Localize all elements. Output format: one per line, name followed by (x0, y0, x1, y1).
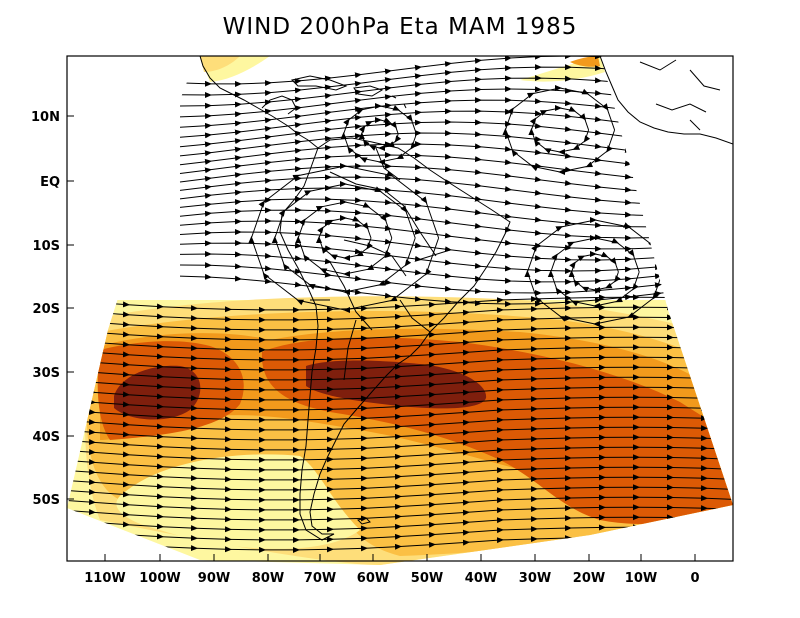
streamline (502, 85, 616, 175)
map-title: WIND 200hPa Eta MAM 1985 (222, 14, 578, 40)
lon-label: 70W (304, 571, 336, 586)
lon-label: 60W (357, 571, 389, 586)
latitude-axis: 10N EQ 10S 20S 30S 40S 50S (31, 110, 74, 508)
streamline (568, 251, 621, 293)
lon-label: 40W (465, 571, 497, 586)
streamline (179, 151, 721, 185)
streamline (179, 141, 721, 173)
lon-label: 110W (84, 571, 125, 586)
streamline (340, 103, 417, 165)
africa-borders (639, 59, 721, 131)
lon-label: 100W (139, 571, 180, 586)
lat-label: 50S (33, 493, 60, 508)
streamline (524, 217, 664, 327)
streamline (547, 235, 640, 309)
lon-label: 30W (519, 571, 551, 586)
africa-outline (599, 56, 733, 145)
wind-speed-shading (67, 56, 733, 565)
streamline (179, 262, 721, 297)
lon-label: 0 (690, 571, 699, 586)
lat-label: 10S (33, 239, 60, 254)
lon-label: 80W (252, 571, 284, 586)
lat-label: 30S (33, 366, 60, 381)
streamline (179, 118, 721, 148)
streamline (179, 75, 721, 109)
lon-label: 90W (198, 571, 230, 586)
streamline (179, 207, 721, 241)
lon-label: 10W (625, 571, 657, 586)
longitude-axis: 110W 100W 90W 80W 70W 60W 50W 40W 30W 20W 10W 0 (84, 554, 700, 586)
lat-label: 40S (33, 430, 60, 445)
streamline (179, 163, 721, 197)
lon-label: 50W (411, 571, 443, 586)
lon-label: 20W (573, 571, 605, 586)
lat-label: 10N (31, 110, 60, 125)
lat-label: EQ (40, 175, 60, 190)
streamline (528, 105, 591, 155)
streamlines (67, 56, 733, 553)
streamline (179, 130, 721, 160)
lat-label: 20S (33, 302, 60, 317)
streamline (248, 163, 440, 313)
streamline (179, 97, 721, 129)
